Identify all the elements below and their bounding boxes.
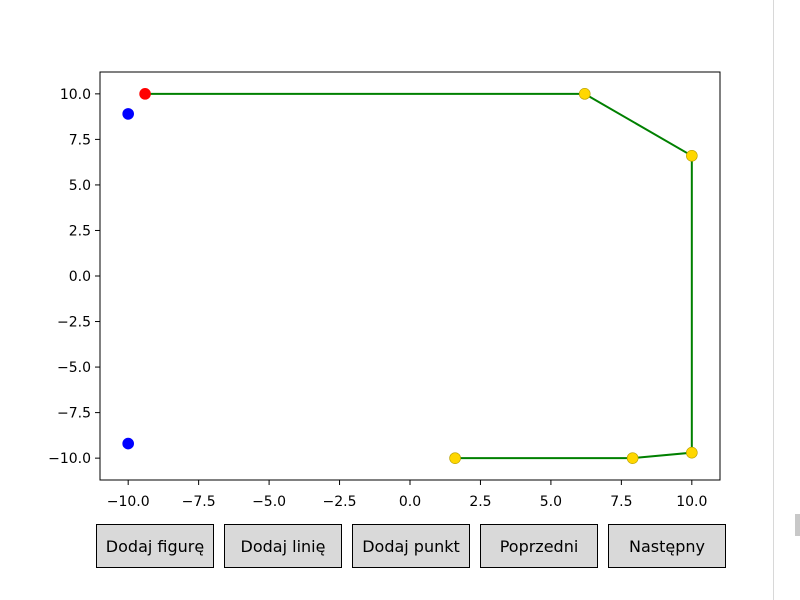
y-tick-label: −10.0: [48, 451, 91, 467]
add-line-button[interactable]: Dodaj linię: [224, 524, 342, 568]
data-point: [139, 88, 151, 100]
next-button[interactable]: Następny: [608, 524, 726, 568]
y-tick-label: 10.0: [60, 87, 91, 103]
vertical-scrollbar[interactable]: [773, 0, 800, 600]
data-point: [449, 452, 461, 464]
x-tick-label: −10.0: [107, 494, 150, 510]
y-tick-label: −7.5: [57, 406, 91, 422]
x-tick-label: 5.0: [540, 494, 562, 510]
data-point: [578, 88, 591, 100]
data-point: [686, 149, 698, 162]
y-tick-label: 0.0: [69, 269, 91, 285]
x-tick-label: 10.0: [676, 494, 707, 510]
plot-area: [100, 72, 720, 480]
y-tick-label: 5.0: [69, 178, 91, 194]
x-tick-label: −2.5: [323, 494, 357, 510]
x-tick-label: −7.5: [182, 494, 216, 510]
data-point: [122, 437, 134, 450]
add-point-button[interactable]: Dodaj punkt: [352, 524, 470, 568]
scrollbar-thumb[interactable]: [795, 514, 800, 536]
x-tick-label: −5.0: [252, 494, 286, 510]
series-line: [145, 92, 693, 460]
add-figure-button[interactable]: Dodaj figurę: [96, 524, 214, 568]
data-point: [686, 446, 698, 459]
x-tick-label: 2.5: [469, 494, 491, 510]
y-tick-label: 2.5: [69, 223, 91, 239]
data-point: [626, 452, 639, 464]
y-tick-label: 7.5: [69, 132, 91, 148]
y-tick-label: −2.5: [57, 315, 91, 331]
x-tick-label: 7.5: [610, 494, 632, 510]
previous-button[interactable]: Poprzedni: [480, 524, 598, 568]
x-tick-label: 0.0: [399, 494, 421, 510]
y-tick-label: −5.0: [57, 360, 91, 376]
data-point: [122, 108, 134, 120]
